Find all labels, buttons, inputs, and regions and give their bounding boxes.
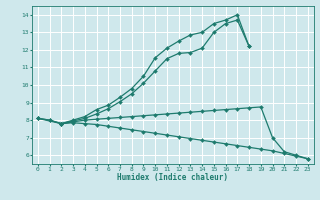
X-axis label: Humidex (Indice chaleur): Humidex (Indice chaleur) <box>117 173 228 182</box>
